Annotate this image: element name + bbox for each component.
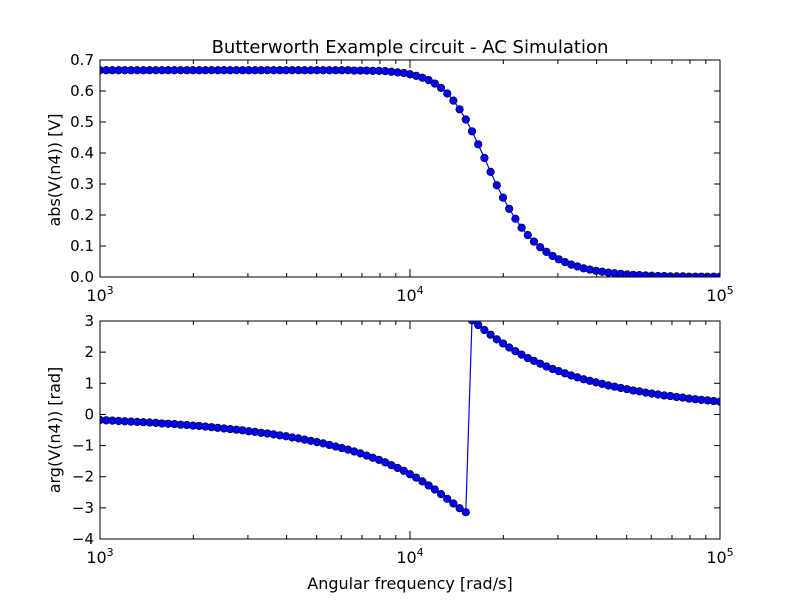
y-axis-label-bottom: arg(V(n4)) [rad] [45,367,64,494]
data-point-top-66 [505,204,514,213]
x-tick-label-bottom-1: 104 [396,546,423,567]
x-axis-label: Angular frequency [rad/s] [307,574,512,593]
y-tick-label-bottom-2: −2 [72,468,94,486]
x-tick-label-top-1: 104 [396,284,423,305]
y-tick-label-bottom-0: −4 [72,530,94,548]
y-tick-label-bottom-6: 2 [84,343,94,361]
data-point-top-56 [443,89,452,98]
data-point-top-65 [498,193,508,202]
data-point-bottom-67 [511,347,520,356]
data-point-bottom-100 [715,397,720,406]
data-point-top-64 [492,181,501,190]
x-tick-label-bottom-0: 103 [86,546,113,567]
data-point-bottom-50 [405,470,415,479]
y-tick-label-top-6: 0.6 [70,82,94,100]
data-point-bottom-68 [517,350,526,359]
data-point-top-68 [517,223,526,232]
y-tick-label-bottom-7: 3 [84,312,94,330]
data-point-top-63 [486,167,495,177]
data-point-top-53 [424,76,433,85]
data-point-bottom-51 [412,473,421,482]
data-point-top-72 [542,247,551,256]
data-point-bottom-53 [424,481,433,490]
data-point-bottom-52 [418,477,427,486]
y-tick-label-top-5: 0.5 [70,113,94,131]
data-point-bottom-60 [467,321,477,325]
data-point-top-62 [480,153,489,163]
y-tick-label-top-1: 0.1 [70,237,94,255]
data-point-top-71 [536,243,545,252]
data-point-top-70 [529,237,539,246]
y-tick-label-top-2: 0.2 [70,206,94,224]
data-point-bottom-49 [399,466,408,475]
y-tick-label-bottom-3: −1 [72,437,94,455]
data-point-top-73 [548,251,557,261]
data-point-top-57 [449,96,458,105]
y-tick-label-top-3: 0.3 [70,175,94,193]
data-point-bottom-65 [498,339,508,348]
data-point-bottom-66 [505,343,514,352]
y-tick-label-top-0: 0.0 [70,268,94,286]
data-point-top-55 [436,83,446,92]
x-tick-label-bottom-2: 105 [706,546,733,567]
data-point-bottom-54 [430,485,439,494]
data-point-bottom-58 [455,504,464,513]
data-point-bottom-57 [449,499,458,508]
data-point-top-67 [511,214,520,223]
y-axis-label-top: abs(V(n4)) [V] [45,113,64,226]
x-tick-label-top-2: 105 [706,284,733,305]
data-point-bottom-56 [443,494,452,503]
data-point-bottom-63 [486,330,495,339]
data-point-top-61 [474,140,483,149]
data-point-bottom-62 [480,325,489,335]
data-point-bottom-64 [492,335,501,344]
y-tick-label-bottom-1: −3 [72,499,94,517]
data-point-bottom-61 [474,321,483,330]
magnitude-plot: 0.0 0.1 0.2 0.3 0.4 0.5 0.6 0.7 103 104 105 [70,51,734,305]
y-tick-label-bottom-4: 0 [84,405,94,423]
y-tick-label-top-7: 0.7 [70,51,94,69]
data-point-bottom-55 [436,490,446,499]
data-point-top-69 [523,231,532,240]
chart-title: Butterworth Example circuit - AC Simulat… [212,37,609,58]
data-point-top-59 [461,115,470,124]
y-tick-label-top-4: 0.4 [70,144,94,162]
phase-plot: −4 −3 −2 −1 0 1 2 3 103 104 105 [72,312,734,567]
data-point-bottom-59 [461,508,470,517]
y-tick-label-bottom-5: 1 [84,374,94,392]
data-point-top-54 [430,79,439,88]
data-point-top-58 [455,105,464,114]
x-tick-label-top-0: 103 [86,284,113,305]
data-point-top-60 [467,127,477,136]
